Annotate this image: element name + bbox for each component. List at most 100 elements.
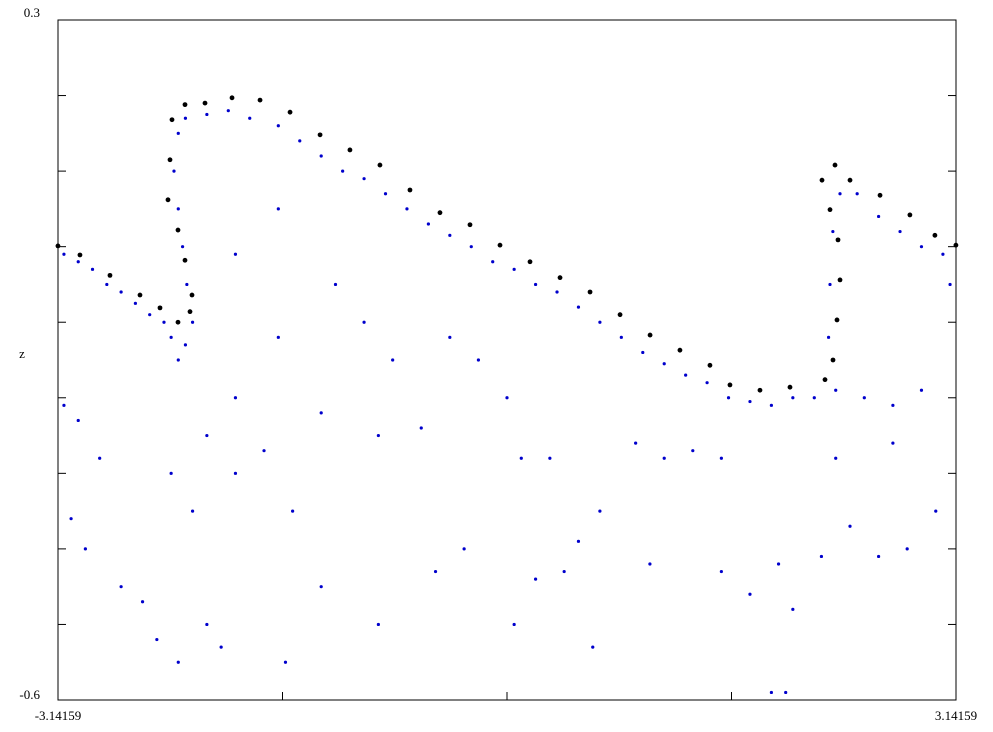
point — [283, 660, 288, 664]
point — [119, 585, 123, 589]
point — [205, 433, 209, 438]
point — [497, 242, 503, 248]
point — [855, 192, 859, 196]
point — [776, 562, 781, 566]
point — [333, 282, 338, 287]
point — [90, 267, 95, 271]
point — [822, 377, 828, 383]
point — [748, 592, 752, 596]
point — [287, 109, 293, 115]
point — [587, 289, 593, 295]
point — [183, 343, 188, 347]
point — [205, 112, 209, 117]
point — [107, 272, 113, 278]
point — [848, 524, 852, 528]
point — [707, 362, 713, 368]
point — [919, 245, 924, 249]
point — [140, 600, 145, 604]
point — [119, 290, 123, 294]
point — [383, 192, 388, 196]
point — [182, 257, 188, 263]
point — [907, 212, 913, 218]
point — [176, 131, 180, 135]
point — [426, 222, 430, 226]
point — [176, 660, 180, 664]
point — [662, 362, 666, 366]
point — [748, 399, 752, 404]
point — [319, 585, 323, 589]
point — [830, 357, 836, 363]
point — [175, 227, 181, 233]
point — [169, 335, 173, 339]
point — [133, 301, 138, 305]
point — [341, 169, 345, 173]
point — [233, 252, 238, 256]
point — [491, 260, 495, 264]
point — [726, 396, 731, 400]
point — [362, 177, 366, 181]
point — [298, 139, 302, 143]
point — [812, 396, 816, 400]
point — [233, 471, 238, 475]
point — [828, 282, 832, 287]
point — [176, 358, 180, 362]
point — [183, 116, 188, 120]
y-axis-label: z — [19, 346, 25, 361]
plot-frame — [57, 19, 957, 701]
point — [317, 132, 323, 138]
point — [919, 388, 924, 392]
point — [469, 245, 473, 249]
point — [557, 275, 563, 281]
point — [562, 569, 566, 574]
point — [291, 509, 295, 513]
point — [76, 260, 80, 264]
point — [617, 312, 623, 318]
point — [98, 456, 102, 460]
point — [591, 645, 595, 649]
point — [505, 396, 509, 400]
point — [533, 282, 538, 287]
point — [83, 547, 87, 551]
point — [791, 607, 795, 611]
point — [727, 382, 733, 388]
point — [205, 622, 209, 627]
point — [719, 569, 723, 574]
point — [769, 403, 774, 407]
point — [548, 456, 552, 460]
point — [932, 232, 938, 238]
point — [405, 207, 409, 211]
point — [598, 320, 602, 324]
point — [934, 509, 938, 513]
point — [757, 387, 763, 393]
point — [433, 569, 438, 574]
point — [226, 109, 230, 113]
point — [137, 292, 143, 298]
point — [905, 547, 909, 551]
point — [448, 233, 452, 237]
point — [784, 690, 788, 695]
point — [105, 282, 109, 287]
point — [376, 622, 380, 627]
point — [533, 577, 538, 581]
point — [862, 396, 866, 400]
point — [847, 177, 853, 183]
point — [705, 381, 709, 385]
x-tick-label: -3.14159 — [35, 708, 82, 723]
point — [819, 177, 825, 183]
point — [832, 162, 838, 168]
point — [257, 97, 263, 103]
point — [319, 411, 323, 415]
point — [891, 441, 895, 445]
point — [189, 292, 195, 298]
point — [437, 210, 443, 216]
point — [162, 320, 166, 324]
point — [169, 471, 173, 475]
point — [555, 290, 559, 294]
point — [838, 192, 842, 196]
point — [190, 320, 195, 324]
point — [576, 305, 581, 309]
point — [157, 305, 163, 311]
point — [527, 259, 533, 265]
point — [512, 267, 516, 271]
point — [190, 509, 195, 513]
